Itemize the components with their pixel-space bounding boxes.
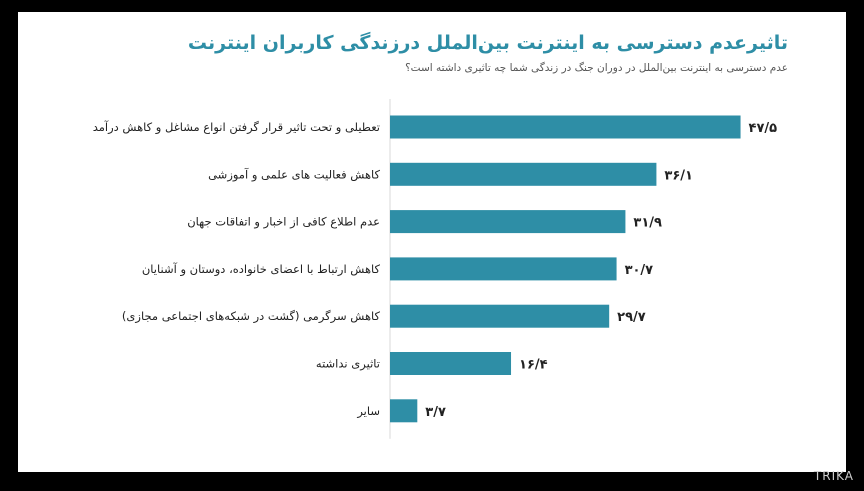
value-label: ۳۶/۱	[664, 168, 693, 183]
category-label: تعطیلی و تحت تاثیر قرار گرفتن انواع مشاغ…	[93, 120, 380, 135]
category-label: سایر	[356, 404, 380, 419]
category-label: تاثیری نداشته	[316, 357, 380, 372]
bar	[390, 210, 626, 234]
chart-title: تاثیرعدم دسترسی به اینترنت بین‌الملل درز…	[187, 32, 788, 54]
value-label: ۳۱/۹	[633, 216, 662, 231]
category-label: عدم اطلاع کافی از اخبار و اتفاقات جهان	[187, 215, 380, 230]
bar	[390, 115, 741, 139]
chart-subtitle: عدم دسترسی به اینترنت بین‌الملل در دوران…	[405, 62, 788, 74]
value-label: ۲۹/۷	[617, 310, 646, 325]
value-label: ۴۷/۵	[749, 121, 778, 136]
bar	[390, 304, 610, 328]
value-label: ۱۶/۴	[519, 358, 548, 373]
category-label: کاهش ارتباط با اعضای خانواده، دوستان و آ…	[142, 262, 381, 277]
category-label: کاهش فعالیت های علمی و آموزشی	[208, 167, 380, 182]
category-label: کاهش سرگرمی (گشت در شبکه‌های اجتماعی مجا…	[122, 309, 381, 324]
value-label: ۳/۷	[425, 405, 446, 420]
bar-chart: ۴۷/۵ تعطیلی و تحت تاثیر قرار گرفتن انواع …	[93, 99, 778, 439]
bar	[390, 162, 657, 186]
bar	[390, 352, 512, 375]
chart-card: تاثیرعدم دسترسی به اینترنت بین‌الملل درز…	[18, 12, 846, 472]
bar	[390, 399, 418, 423]
watermark: TRIKA	[813, 469, 854, 483]
value-label: ۳۰/۷	[625, 263, 654, 278]
bar	[390, 257, 617, 281]
